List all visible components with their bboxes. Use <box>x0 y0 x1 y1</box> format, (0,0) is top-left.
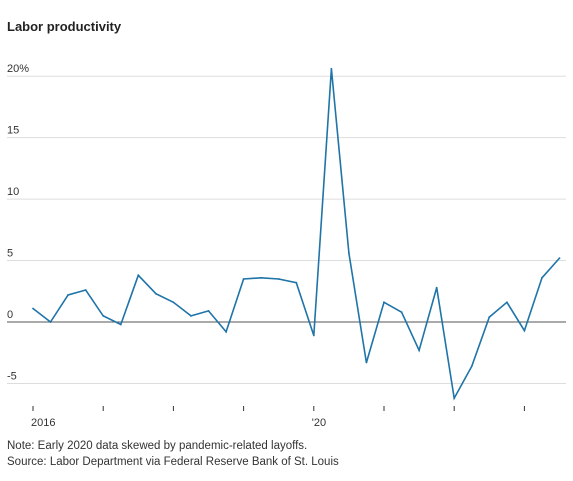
chart-title: Labor productivity <box>7 19 122 34</box>
data-point <box>348 252 350 255</box>
data-point <box>541 276 543 279</box>
y-tick-label: 15 <box>7 125 19 137</box>
data-point <box>102 314 105 317</box>
data-point <box>49 321 52 323</box>
data-point <box>505 301 508 304</box>
y-tick-label: -5 <box>7 370 17 382</box>
y-tick-label: 20% <box>7 63 29 75</box>
source-text: Source: Labor Department via Federal Res… <box>7 456 339 468</box>
data-point <box>418 349 420 352</box>
data-point <box>330 67 333 70</box>
data-point <box>523 329 526 332</box>
data-point <box>137 274 140 277</box>
data-point <box>154 292 157 295</box>
data-point <box>470 365 473 368</box>
note-text: Note: Early 2020 data skewed by pandemic… <box>7 440 308 452</box>
data-point <box>453 397 456 400</box>
data-point <box>119 323 122 326</box>
data-point <box>225 330 227 333</box>
data-point <box>558 257 561 259</box>
series-group <box>32 67 561 401</box>
data-point <box>32 307 34 310</box>
y-axis-labels: 20% 15 10 5 0 -5 <box>7 63 29 382</box>
data-point <box>312 334 315 337</box>
data-point <box>260 276 263 279</box>
gridlines <box>7 75 566 384</box>
x-tick-label: '20 <box>312 417 326 429</box>
data-point <box>295 281 298 284</box>
x-tick-label: 2016 <box>31 417 55 429</box>
chart-notes: Note: Early 2020 data skewed by pandemic… <box>7 438 339 470</box>
data-point <box>67 294 69 296</box>
data-point <box>207 310 210 312</box>
data-point <box>365 361 368 364</box>
y-tick-label: 5 <box>7 248 13 260</box>
data-point <box>172 301 175 304</box>
x-axis: 2016 '20 <box>31 406 525 429</box>
data-point <box>400 311 403 314</box>
data-point <box>488 316 491 318</box>
data-point <box>190 314 192 317</box>
data-point <box>277 278 280 280</box>
data-point <box>242 278 245 280</box>
data-point <box>435 286 438 289</box>
y-tick-label: 10 <box>7 186 19 198</box>
series-line <box>32 68 561 401</box>
y-tick-label: 0 <box>7 309 13 321</box>
line-chart: 20% 15 10 5 0 -5 2016 '20 <box>7 63 566 429</box>
data-point <box>84 289 87 291</box>
data-point <box>383 301 385 304</box>
